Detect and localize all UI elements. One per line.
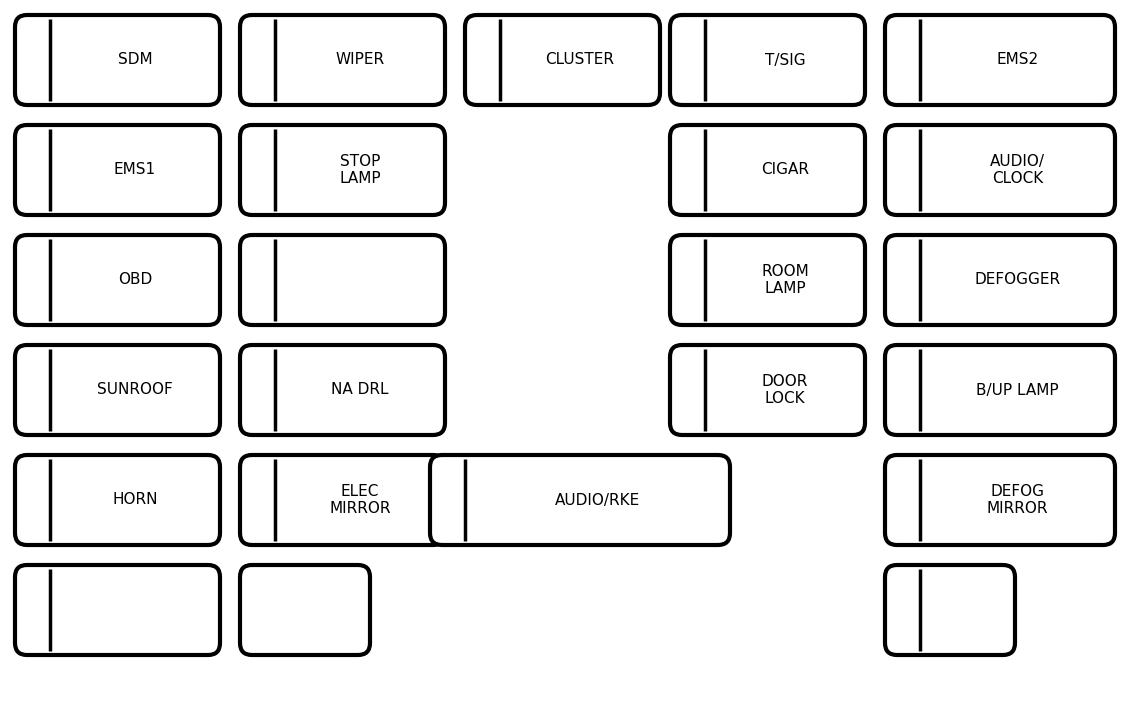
Text: WIPER: WIPER: [336, 53, 384, 68]
FancyBboxPatch shape: [15, 235, 220, 325]
FancyBboxPatch shape: [431, 455, 730, 545]
FancyBboxPatch shape: [885, 565, 1015, 655]
FancyBboxPatch shape: [15, 15, 220, 105]
Text: DEFOG
MIRROR: DEFOG MIRROR: [986, 484, 1049, 516]
FancyBboxPatch shape: [670, 235, 864, 325]
Text: DEFOGGER: DEFOGGER: [974, 272, 1061, 287]
Text: EMS1: EMS1: [114, 163, 156, 178]
Text: HORN: HORN: [112, 493, 158, 508]
FancyBboxPatch shape: [885, 125, 1115, 215]
FancyBboxPatch shape: [885, 15, 1115, 105]
Text: T/SIG: T/SIG: [765, 53, 806, 68]
FancyBboxPatch shape: [240, 15, 445, 105]
Text: SDM: SDM: [118, 53, 153, 68]
Text: SUNROOF: SUNROOF: [97, 382, 173, 398]
FancyBboxPatch shape: [15, 345, 220, 435]
FancyBboxPatch shape: [15, 125, 220, 215]
FancyBboxPatch shape: [240, 565, 370, 655]
FancyBboxPatch shape: [466, 15, 660, 105]
Text: AUDIO/
CLOCK: AUDIO/ CLOCK: [990, 154, 1045, 186]
FancyBboxPatch shape: [885, 345, 1115, 435]
FancyBboxPatch shape: [240, 125, 445, 215]
Text: ROOM
LAMP: ROOM LAMP: [762, 264, 809, 296]
Text: ELEC
MIRROR: ELEC MIRROR: [329, 484, 391, 516]
Text: EMS2: EMS2: [997, 53, 1038, 68]
FancyBboxPatch shape: [885, 235, 1115, 325]
FancyBboxPatch shape: [670, 345, 864, 435]
Text: CIGAR: CIGAR: [760, 163, 809, 178]
FancyBboxPatch shape: [240, 455, 445, 545]
FancyBboxPatch shape: [670, 125, 864, 215]
FancyBboxPatch shape: [15, 455, 220, 545]
Text: B/UP LAMP: B/UP LAMP: [976, 382, 1059, 398]
Text: DOOR
LOCK: DOOR LOCK: [762, 374, 808, 406]
Text: NA DRL: NA DRL: [331, 382, 389, 398]
FancyBboxPatch shape: [240, 345, 445, 435]
Text: OBD: OBD: [118, 272, 153, 287]
FancyBboxPatch shape: [240, 235, 445, 325]
FancyBboxPatch shape: [885, 455, 1115, 545]
Text: CLUSTER: CLUSTER: [546, 53, 615, 68]
Text: STOP
LAMP: STOP LAMP: [339, 154, 381, 186]
FancyBboxPatch shape: [670, 15, 864, 105]
Text: AUDIO/RKE: AUDIO/RKE: [555, 493, 640, 508]
FancyBboxPatch shape: [15, 565, 220, 655]
